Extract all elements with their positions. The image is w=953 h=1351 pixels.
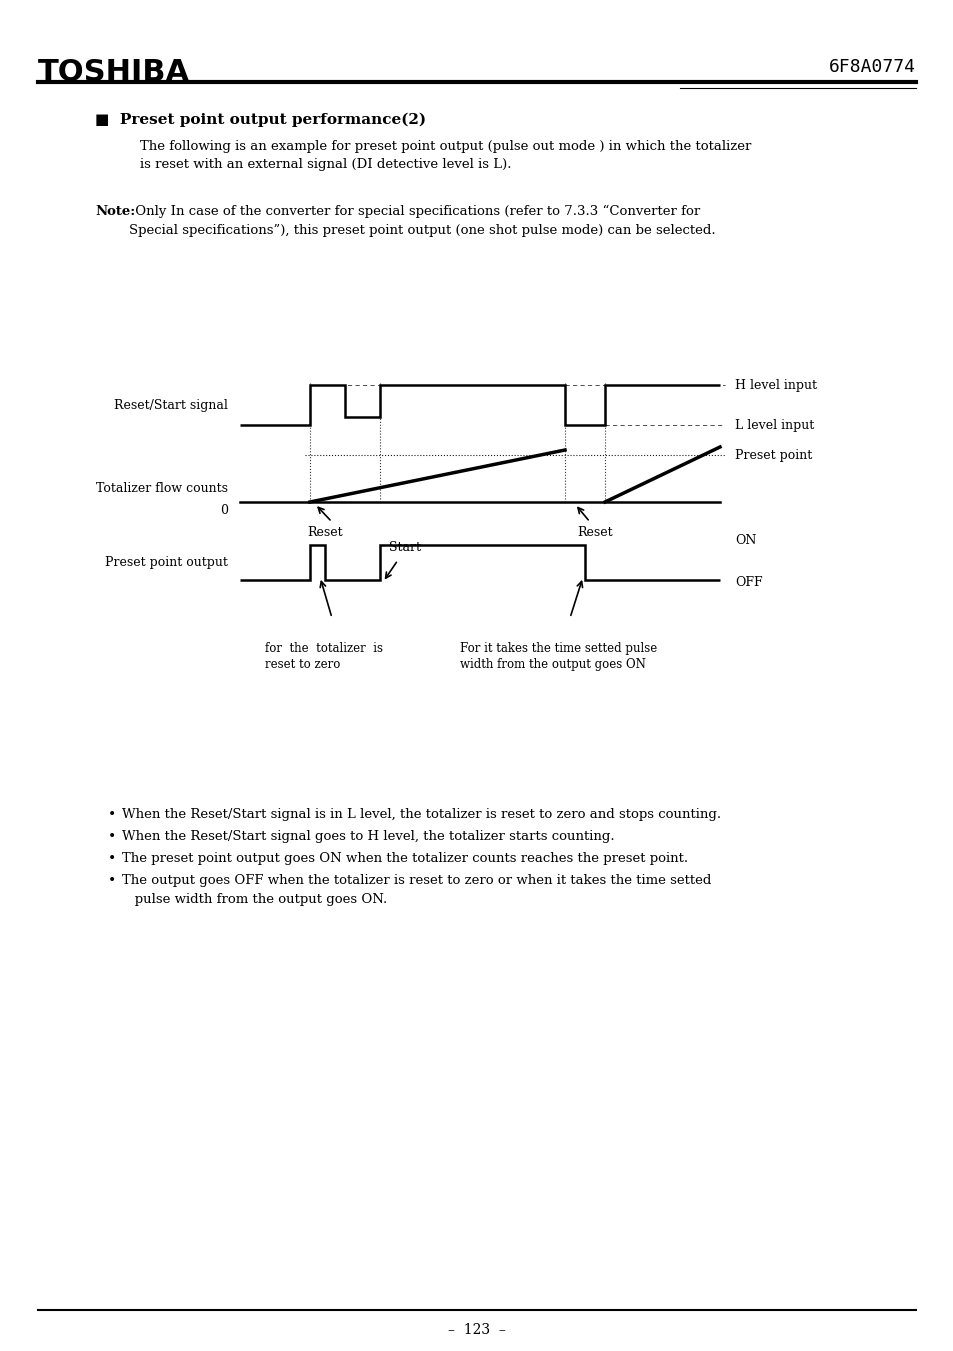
Text: •: • xyxy=(108,874,116,888)
Text: The preset point output goes ON when the totalizer counts reaches the preset poi: The preset point output goes ON when the… xyxy=(122,852,687,865)
Text: width from the output goes ON: width from the output goes ON xyxy=(459,658,645,671)
Text: ON: ON xyxy=(734,535,756,547)
Text: When the Reset/Start signal goes to H level, the totalizer starts counting.: When the Reset/Start signal goes to H le… xyxy=(122,830,614,843)
Text: Reset/Start signal: Reset/Start signal xyxy=(114,399,228,412)
Text: •: • xyxy=(108,830,116,844)
Text: Special specifications”), this preset point output (one shot pulse mode) can be : Special specifications”), this preset po… xyxy=(95,224,715,236)
Text: L level input: L level input xyxy=(734,419,814,431)
Text: Reset: Reset xyxy=(307,526,342,539)
Text: For it takes the time setted pulse: For it takes the time setted pulse xyxy=(459,642,657,655)
Text: for  the  totalizer  is: for the totalizer is xyxy=(265,642,382,655)
Text: TOSHIBA: TOSHIBA xyxy=(38,58,190,86)
Text: The following is an example for preset point output (pulse out mode ) in which t: The following is an example for preset p… xyxy=(140,141,751,153)
Text: Preset point output: Preset point output xyxy=(105,557,228,569)
Text: Preset point: Preset point xyxy=(734,449,811,462)
Text: Totalizer flow counts: Totalizer flow counts xyxy=(96,481,228,494)
Text: OFF: OFF xyxy=(734,576,761,589)
Text: reset to zero: reset to zero xyxy=(265,658,340,671)
Text: Only In case of the converter for special specifications (refer to 7.3.3 “Conver: Only In case of the converter for specia… xyxy=(131,205,700,219)
Text: is reset with an external signal (DI detective level is L).: is reset with an external signal (DI det… xyxy=(140,158,511,172)
Text: 0: 0 xyxy=(220,504,228,517)
Text: –  123  –: – 123 – xyxy=(448,1323,505,1337)
Text: Start: Start xyxy=(389,540,420,554)
Text: •: • xyxy=(108,808,116,821)
Text: ■  Preset point output performance(2): ■ Preset point output performance(2) xyxy=(95,113,426,127)
Text: H level input: H level input xyxy=(734,378,816,392)
Text: Reset: Reset xyxy=(577,526,612,539)
Text: Note:: Note: xyxy=(95,205,135,218)
Text: The output goes OFF when the totalizer is reset to zero or when it takes the tim: The output goes OFF when the totalizer i… xyxy=(122,874,711,905)
Text: 6F8A0774: 6F8A0774 xyxy=(828,58,915,76)
Text: When the Reset/Start signal is in L level, the totalizer is reset to zero and st: When the Reset/Start signal is in L leve… xyxy=(122,808,720,821)
Text: •: • xyxy=(108,852,116,866)
